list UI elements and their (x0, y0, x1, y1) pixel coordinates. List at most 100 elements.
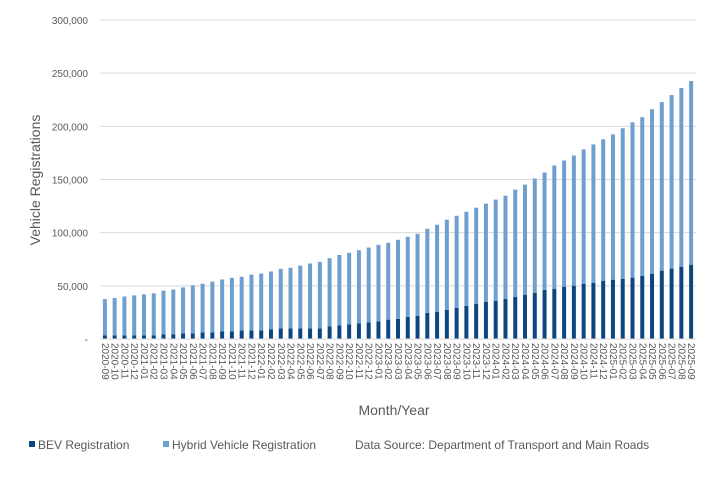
bar-hybrid (620, 128, 625, 279)
bar-hybrid (601, 139, 606, 281)
bar-bev (562, 286, 567, 339)
x-tick-label: 2025-07 (666, 343, 677, 380)
bar-hybrid (396, 239, 400, 319)
bar-bev (650, 273, 655, 339)
x-tick-label: 2021-09 (216, 343, 227, 380)
bar-bev (581, 283, 586, 339)
bar-hybrid (503, 195, 508, 299)
bar-hybrid (581, 149, 586, 284)
bar-bev (171, 334, 176, 339)
x-tick-label: 2025-05 (646, 343, 657, 380)
bar-bev (200, 332, 205, 339)
bar-hybrid (386, 242, 391, 320)
bar-hybrid (513, 189, 518, 297)
x-tick-label: 2022-12 (363, 343, 374, 380)
x-tick-label: 2020-09 (99, 343, 110, 380)
x-tick-label: 2022-11 (353, 343, 364, 379)
bar-bev (591, 282, 596, 339)
y-tick-label: 100,000 (52, 229, 89, 240)
x-tick-label: 2025-09 (685, 343, 696, 380)
y-tick-label: - (85, 335, 88, 346)
bar-bev (151, 335, 156, 339)
bar-hybrid (268, 271, 273, 330)
bar-bev (405, 316, 410, 339)
bar-bev (679, 266, 684, 339)
bar-hybrid (161, 290, 166, 335)
bar-bev (669, 268, 674, 339)
bar-bev (610, 279, 615, 339)
bar-bev (239, 330, 244, 339)
bar-hybrid (356, 250, 361, 324)
bar-hybrid (444, 219, 449, 310)
bar-bev (190, 333, 195, 339)
bar-hybrid (278, 268, 283, 329)
bar-hybrid (493, 199, 498, 301)
x-tick-label: 2022-02 (265, 343, 276, 380)
bar-hybrid (249, 274, 254, 331)
bar-hybrid (659, 102, 664, 271)
bar-bev (444, 309, 449, 339)
bar-hybrid (405, 236, 410, 317)
bar-hybrid (610, 134, 615, 280)
bar-bev (298, 328, 303, 339)
bar-hybrid (298, 265, 303, 329)
x-tick-label: 2024-04 (519, 343, 530, 380)
bar-hybrid (552, 165, 557, 289)
x-tick-label: 2024-11 (587, 343, 598, 379)
bar-hybrid (425, 228, 430, 313)
source-note: Data Source: Department of Transport and… (355, 438, 649, 452)
bar-bev (620, 278, 625, 339)
y-axis-label: Vehicle Registrations (27, 115, 43, 246)
x-tick-label: 2021-02 (148, 343, 159, 380)
bar-bev (396, 318, 400, 339)
x-tick-label: 2024-05 (529, 343, 540, 380)
x-tick-label: 2022-08 (324, 343, 335, 380)
bar-bev (542, 289, 547, 339)
bar-hybrid (308, 263, 313, 329)
x-tick-label: 2021-05 (177, 343, 188, 380)
bar-bev (278, 328, 283, 339)
bar-bev (268, 329, 273, 339)
x-tick-label: 2021-03 (158, 343, 169, 380)
bar-bev (689, 264, 694, 339)
bar-hybrid (112, 298, 117, 336)
x-tick-label: 2023-04 (402, 343, 413, 380)
x-tick-label: 2020-11 (118, 343, 129, 379)
y-tick-label: 250,000 (52, 69, 89, 80)
x-tick-label: 2020-12 (128, 343, 139, 380)
x-tick-label: 2021-10 (226, 343, 237, 380)
bar-bev (210, 332, 215, 339)
legend: BEV Registration Hybrid Vehicle Registra… (29, 438, 649, 452)
x-tick-label: 2023-05 (412, 343, 423, 380)
bar-bev (141, 335, 146, 339)
x-tick-label: 2020-10 (109, 343, 120, 380)
x-tick-label: 2022-01 (255, 343, 266, 380)
x-tick-label: 2024-03 (509, 343, 520, 380)
bar-hybrid (435, 224, 440, 312)
bar-bev (386, 319, 391, 339)
x-tick-label: 2021-12 (245, 343, 256, 380)
bar-hybrid (376, 244, 381, 322)
x-tick-label: 2024-08 (558, 343, 569, 380)
bar-bev (454, 307, 459, 339)
bar-hybrid (415, 233, 420, 316)
bar-bev (659, 270, 664, 339)
bar-bev (356, 323, 361, 339)
legend-swatch-hybrid (163, 441, 169, 447)
x-tick-label: 2024-06 (539, 343, 550, 380)
bar-bev (132, 335, 137, 339)
bar-hybrid (317, 261, 322, 329)
x-tick-label: 2022-03 (275, 343, 286, 380)
legend-swatch-bev (29, 441, 35, 447)
x-tick-label: 2023-06 (421, 343, 432, 380)
bar-bev (308, 328, 313, 339)
x-tick-label: 2024-01 (490, 343, 501, 380)
bar-hybrid (669, 95, 674, 269)
bar-hybrid (229, 277, 234, 332)
bar-hybrid (689, 81, 694, 265)
bar-hybrid (122, 296, 127, 336)
y-axis-ticks: - 50,000 100,000 150,000 200,000 250,000 300,0… (52, 16, 89, 346)
x-tick-label: 2024-12 (597, 343, 608, 380)
